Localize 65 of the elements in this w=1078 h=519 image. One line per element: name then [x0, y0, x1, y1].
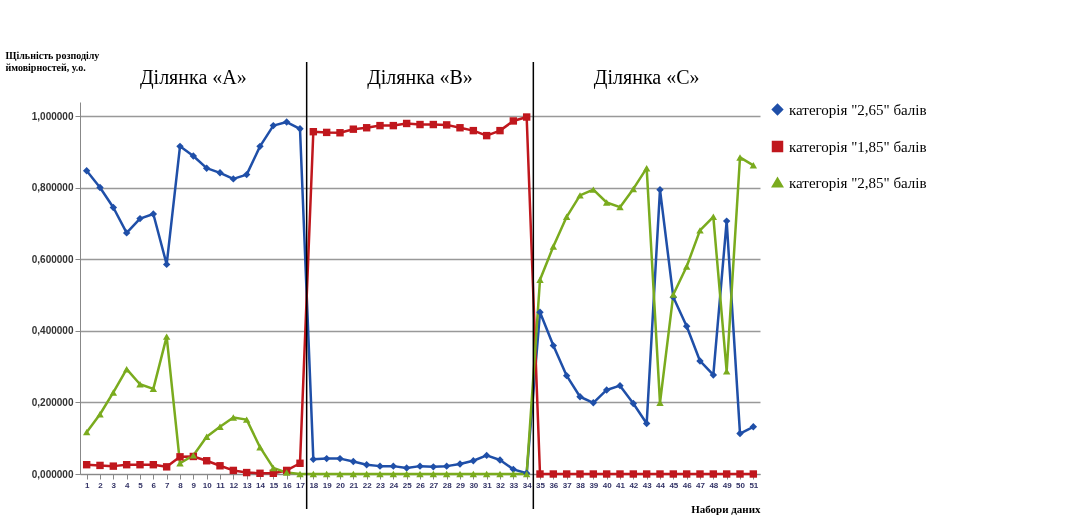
x-tick-label: 20 [336, 480, 346, 490]
x-tick-label: 9 [191, 480, 197, 490]
x-tick-label: 11 [216, 480, 226, 490]
x-tick-label: 51 [749, 480, 759, 490]
x-tick-label: 47 [696, 480, 706, 490]
text: Ділянка «В» [367, 66, 473, 89]
x-tick-label: 46 [682, 480, 693, 490]
x-tick-label: 4 [124, 480, 130, 490]
x-tick-label: 17 [296, 480, 306, 490]
x-tick-label: 15 [269, 480, 279, 490]
x-tick-label: 5 [138, 480, 144, 490]
x-tick-label: 14 [256, 480, 266, 490]
y-tick-label: 0,400000 [31, 325, 74, 337]
y-tick-label: 1,000000 [31, 110, 74, 122]
x-tick-label: 16 [282, 480, 293, 490]
x-tick-label: 35 [536, 480, 546, 490]
x-tick-label: 33 [509, 480, 519, 490]
x-tick-label: 49 [722, 480, 733, 490]
x-tick-label: 30 [469, 480, 479, 490]
x-tick-label: 34 [522, 480, 533, 490]
x-tick-label: 3 [111, 480, 117, 490]
text: Ділянка «А» [139, 66, 247, 89]
x-tick-label: 41 [616, 480, 626, 490]
x-tick-label: 25 [402, 480, 413, 490]
x-tick-label: 44 [656, 480, 666, 490]
y-tick-label: 0,800000 [31, 182, 74, 194]
x-tick-label: 24 [389, 480, 399, 490]
x-tick-label: 36 [549, 480, 559, 490]
x-tick-label: 28 [442, 480, 453, 490]
x-tick-label: 31 [482, 480, 493, 490]
y-tick-label: 0,200000 [31, 396, 74, 408]
x-tick-label: 48 [709, 480, 719, 490]
x-tick-label: 40 [602, 480, 613, 490]
legend-label: категорія "2,65" балів [789, 101, 927, 118]
x-tick-label: 6 [151, 480, 157, 490]
x-tick-label: 1 [84, 480, 90, 490]
x-tick-label: 22 [362, 480, 373, 490]
x-tick-label: 38 [576, 480, 586, 490]
x-tick-label: 21 [349, 480, 359, 490]
legend-label: категорія "1,85" балів [789, 138, 927, 155]
x-tick-label: 8 [178, 480, 184, 490]
x-tick-label: 18 [309, 480, 319, 490]
x-tick-label: 19 [322, 480, 333, 490]
x-tick-label: 32 [496, 480, 506, 490]
legend-label: категорія "2,85" балів [789, 174, 927, 191]
x-tick-label: 43 [642, 480, 653, 490]
x-tick-label: 29 [456, 480, 466, 490]
text: Ділянка «С» [593, 66, 700, 89]
x-tick-label: 13 [242, 480, 253, 490]
x-tick-label: 27 [429, 480, 439, 490]
y-tick-label: 0,000000 [31, 468, 74, 480]
x-tick-label: 26 [416, 480, 426, 490]
x-tick-label: 12 [229, 480, 239, 490]
x-tick-label: 2 [98, 480, 104, 490]
x-tick-label: 42 [629, 480, 639, 490]
y-axis-title: Щільність розподілу ймовірностей, у.о. [5, 49, 100, 73]
x-tick-label: 50 [736, 480, 746, 490]
x-tick-label: 10 [202, 480, 213, 490]
y-tick-label: 0,600000 [31, 253, 74, 265]
x-tick-label: 39 [589, 480, 599, 490]
x-tick-label: 7 [164, 480, 170, 490]
x-axis-title: Набори даних [691, 502, 761, 515]
x-tick-label: 37 [562, 480, 573, 490]
x-tick-label: 23 [376, 480, 386, 490]
x-tick-label: 45 [669, 480, 679, 490]
